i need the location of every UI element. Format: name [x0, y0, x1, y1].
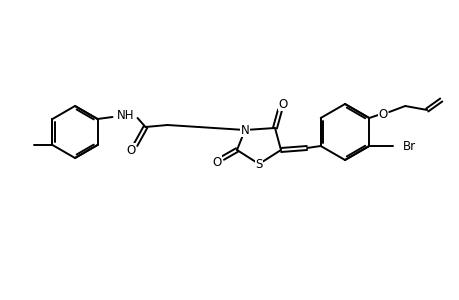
Text: O: O — [126, 143, 135, 157]
Text: NH: NH — [117, 109, 134, 122]
Text: O: O — [378, 107, 387, 121]
Text: O: O — [278, 98, 287, 110]
Text: S: S — [255, 158, 262, 170]
Text: N: N — [240, 124, 249, 136]
Text: O: O — [212, 155, 221, 169]
Text: Br: Br — [403, 140, 415, 152]
